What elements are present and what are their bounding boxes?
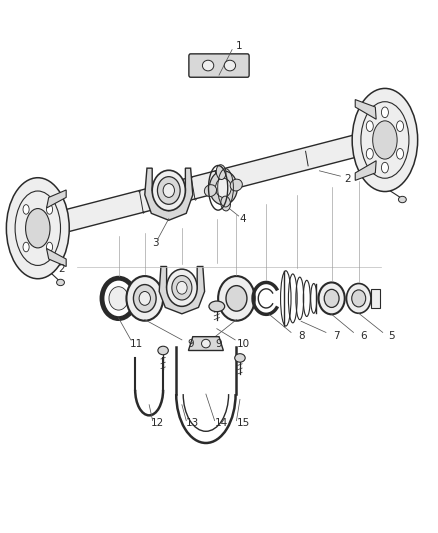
Ellipse shape — [366, 121, 373, 132]
Ellipse shape — [46, 242, 53, 252]
Ellipse shape — [205, 185, 216, 197]
Text: 9: 9 — [215, 338, 223, 349]
Ellipse shape — [346, 284, 371, 313]
Ellipse shape — [157, 176, 180, 204]
Ellipse shape — [209, 171, 237, 205]
Ellipse shape — [381, 163, 389, 173]
Ellipse shape — [25, 208, 50, 248]
Ellipse shape — [218, 276, 255, 321]
Text: 2: 2 — [59, 264, 65, 274]
Text: 7: 7 — [334, 330, 340, 341]
Text: 14: 14 — [215, 418, 228, 429]
Polygon shape — [46, 190, 66, 208]
Ellipse shape — [127, 276, 163, 321]
Ellipse shape — [23, 205, 29, 214]
Ellipse shape — [209, 301, 225, 312]
Ellipse shape — [109, 287, 128, 310]
Ellipse shape — [166, 269, 197, 306]
Ellipse shape — [373, 121, 397, 159]
Text: 6: 6 — [360, 330, 367, 341]
Text: 11: 11 — [129, 338, 143, 349]
Text: 12: 12 — [151, 418, 165, 429]
Text: 15: 15 — [237, 418, 250, 429]
Polygon shape — [188, 337, 223, 351]
Ellipse shape — [381, 107, 389, 118]
Ellipse shape — [224, 60, 236, 71]
Ellipse shape — [352, 290, 366, 307]
Text: 1: 1 — [235, 41, 242, 51]
Ellipse shape — [163, 183, 174, 197]
Ellipse shape — [201, 340, 210, 348]
Polygon shape — [36, 128, 385, 239]
Ellipse shape — [139, 292, 150, 305]
Ellipse shape — [172, 276, 192, 300]
Ellipse shape — [226, 286, 247, 311]
Ellipse shape — [221, 196, 230, 211]
Polygon shape — [355, 161, 376, 180]
Ellipse shape — [318, 282, 345, 314]
Ellipse shape — [399, 196, 406, 203]
FancyBboxPatch shape — [189, 54, 249, 77]
Ellipse shape — [216, 165, 226, 180]
Ellipse shape — [235, 354, 245, 362]
Polygon shape — [46, 248, 66, 266]
Ellipse shape — [23, 242, 29, 252]
Text: 2: 2 — [345, 174, 351, 184]
Text: 3: 3 — [152, 238, 159, 247]
Ellipse shape — [361, 102, 409, 178]
Ellipse shape — [46, 205, 53, 214]
Text: 9: 9 — [187, 338, 194, 349]
Ellipse shape — [202, 60, 214, 71]
Text: 13: 13 — [186, 418, 199, 429]
Polygon shape — [371, 289, 380, 308]
Ellipse shape — [215, 178, 231, 197]
Ellipse shape — [15, 191, 60, 265]
Text: 10: 10 — [237, 338, 250, 349]
Ellipse shape — [366, 149, 373, 159]
Ellipse shape — [158, 346, 168, 355]
Polygon shape — [159, 266, 205, 314]
Ellipse shape — [230, 179, 242, 191]
Ellipse shape — [396, 121, 403, 132]
Ellipse shape — [152, 170, 185, 211]
Ellipse shape — [7, 177, 69, 279]
Polygon shape — [145, 168, 193, 220]
Text: 8: 8 — [299, 330, 305, 341]
Ellipse shape — [324, 289, 339, 308]
Ellipse shape — [177, 281, 187, 294]
Text: 5: 5 — [388, 330, 395, 341]
Ellipse shape — [396, 149, 403, 159]
Ellipse shape — [352, 88, 418, 191]
Ellipse shape — [134, 285, 156, 312]
Ellipse shape — [57, 279, 64, 286]
Text: 4: 4 — [240, 214, 246, 224]
Polygon shape — [355, 100, 376, 119]
